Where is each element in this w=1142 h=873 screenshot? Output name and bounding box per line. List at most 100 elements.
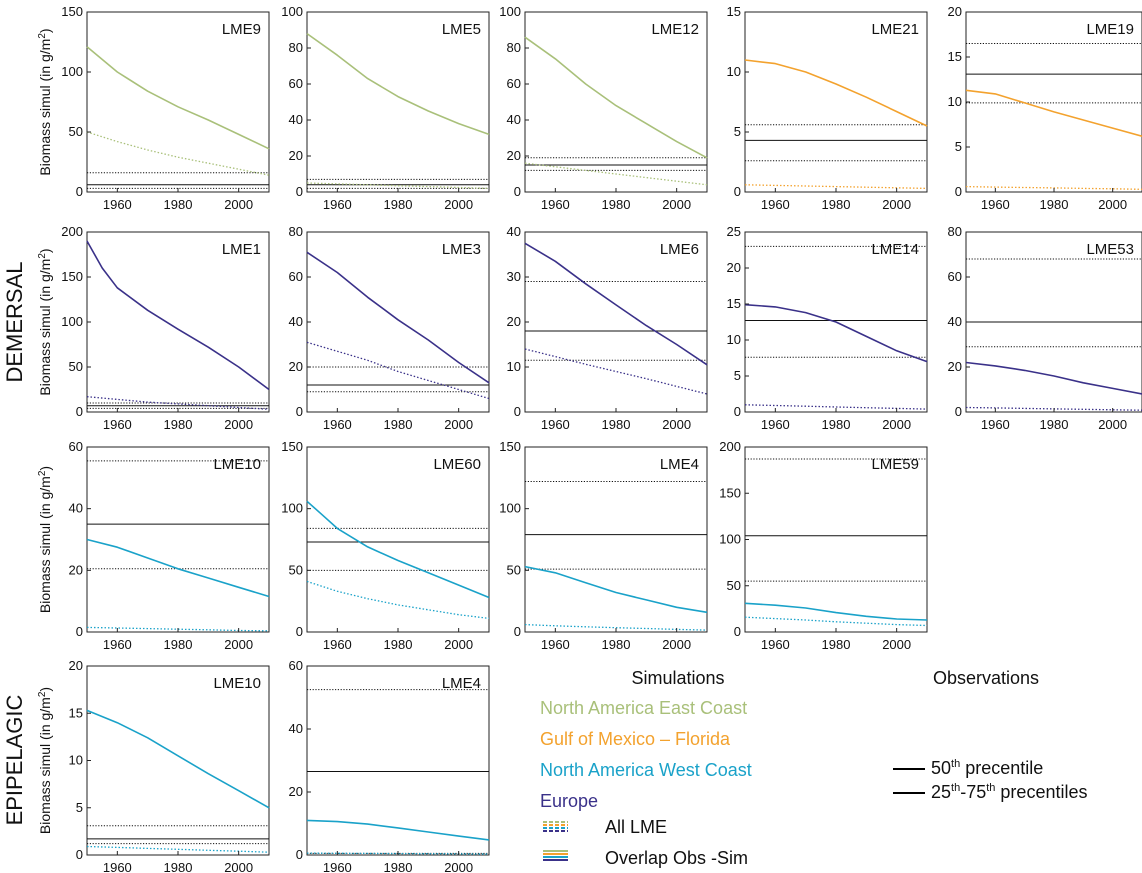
y-tick-label: 40 — [289, 721, 303, 736]
series-solid-line — [306, 819, 490, 841]
series-dotted-line — [744, 184, 928, 190]
y-tick-label: 20 — [289, 359, 303, 374]
y-tick-label: 15 — [727, 4, 741, 19]
series-dotted-line — [306, 182, 490, 190]
y-tick-label: 100 — [61, 64, 83, 79]
x-tick-label: 2000 — [224, 637, 253, 652]
series-solid-line — [965, 89, 1142, 137]
y-tick-label: 50 — [727, 578, 741, 593]
y-tick-label: 100 — [719, 532, 741, 547]
y-tick-label: 20 — [69, 658, 83, 673]
x-tick-label: 2000 — [882, 197, 911, 212]
legend-item-region: Gulf of Mexico – Florida — [540, 729, 731, 749]
y-tick-label: 10 — [507, 359, 521, 374]
panel-title: LME10 — [213, 675, 261, 692]
y-tick-label: 40 — [289, 112, 303, 127]
y-tick-label: 20 — [948, 359, 962, 374]
series-solid-line — [86, 240, 270, 391]
x-tick-label: 1960 — [541, 637, 570, 652]
y-tick-label: 0 — [76, 847, 83, 862]
x-tick-label: 1980 — [602, 197, 631, 212]
y-tick-label: 40 — [69, 501, 83, 516]
y-tick-label: 10 — [727, 64, 741, 79]
y-tick-label: 150 — [61, 4, 83, 19]
x-tick-label: 1960 — [323, 417, 352, 432]
y-tick-label: 20 — [507, 314, 521, 329]
series-solid-line — [744, 303, 928, 363]
x-tick-label: 1960 — [541, 197, 570, 212]
series-solid-line — [524, 565, 708, 614]
x-tick-label: 2000 — [444, 197, 473, 212]
panel-lme6-7: 0 10 20 30 40 1960 1980 2000 LME6 — [507, 224, 708, 432]
y-tick-label: 0 — [734, 624, 741, 639]
y-tick-label: 200 — [719, 439, 741, 454]
x-tick-label: 1960 — [103, 860, 132, 873]
y-tick-label: 60 — [289, 269, 303, 284]
x-tick-label: 1980 — [822, 637, 851, 652]
y-tick-label: 50 — [289, 562, 303, 577]
y-tick-label: 100 — [281, 4, 303, 19]
y-tick-label: 200 — [61, 224, 83, 239]
x-tick-label: 1980 — [164, 860, 193, 873]
panel-frame — [86, 446, 270, 633]
legend-all-lme-label: All LME — [605, 817, 667, 837]
y-tick-label: 100 — [281, 501, 303, 516]
y-axis-label: Biomass simul (in g/m2) — [37, 28, 53, 175]
panel-title: LME5 — [442, 21, 481, 38]
legend-overlap-label: Overlap Obs -Sim — [605, 848, 748, 868]
panel-lme14-8: 0 5 10 15 20 25 1960 1980 2000 LME14 — [727, 224, 928, 432]
x-tick-label: 2000 — [224, 417, 253, 432]
x-tick-label: 1960 — [761, 197, 790, 212]
x-tick-label: 1980 — [822, 417, 851, 432]
series-dotted-line — [306, 580, 490, 620]
y-tick-label: 80 — [507, 40, 521, 55]
panel-lme4-12: 0 50 100 150 1960 1980 2000 LME4 — [499, 439, 708, 652]
y-tick-label: 0 — [514, 184, 521, 199]
x-tick-label: 2000 — [224, 860, 253, 873]
panel-title: LME6 — [660, 241, 699, 258]
x-tick-label: 1960 — [103, 637, 132, 652]
panel-frame — [524, 446, 708, 633]
series-solid-line — [744, 602, 928, 621]
y-tick-label: 150 — [61, 269, 83, 284]
panel-lme4-15: 0 20 40 60 1960 1980 2000 LME4 — [289, 658, 490, 873]
y-tick-label: 60 — [69, 439, 83, 454]
x-tick-label: 2000 — [444, 860, 473, 873]
panel-frame — [86, 231, 270, 413]
panel-lme59-13: 0 50 100 150 200 1960 1980 2000 LME59 — [719, 439, 928, 652]
panel-lme1-5: 0 50 100 150 200 1960 1980 2000 LME1 Biomass simu… — [37, 224, 270, 432]
row-label: EPIPELAGIC — [2, 694, 27, 825]
y-tick-label: 100 — [61, 314, 83, 329]
x-tick-label: 1960 — [103, 417, 132, 432]
series-solid-line — [306, 32, 490, 136]
panel-lme10-14: 0 5 10 15 20 1960 1980 2000 LME10 Biomass simul (… — [37, 658, 270, 873]
y-tick-label: 5 — [955, 139, 962, 154]
y-tick-label: 40 — [507, 224, 521, 239]
x-tick-label: 1980 — [384, 417, 413, 432]
x-tick-label: 2000 — [882, 637, 911, 652]
series-dotted-line — [306, 341, 490, 400]
y-tick-label: 50 — [69, 124, 83, 139]
panel-title: LME10 — [213, 456, 261, 473]
y-tick-label: 150 — [281, 439, 303, 454]
series-solid-line — [524, 36, 708, 159]
series-dotted-line — [965, 185, 1142, 190]
series-dotted-line — [86, 396, 270, 410]
y-tick-label: 10 — [948, 94, 962, 109]
x-tick-label: 1960 — [323, 637, 352, 652]
panel-frame — [744, 11, 928, 193]
y-tick-label: 10 — [727, 332, 741, 347]
panel-lme12-2: 0 20 40 60 80 100 1960 1980 2000 LME12 — [499, 4, 708, 212]
y-axis-label: Biomass simul (in g/m2) — [37, 466, 53, 613]
y-tick-label: 0 — [514, 624, 521, 639]
x-tick-label: 1960 — [981, 197, 1010, 212]
y-tick-label: 5 — [734, 368, 741, 383]
legend-item-region: North America West Coast — [540, 760, 752, 780]
x-tick-label: 1980 — [164, 417, 193, 432]
panel-frame — [306, 665, 490, 856]
y-tick-label: 150 — [719, 485, 741, 500]
y-tick-label: 15 — [948, 49, 962, 64]
series-solid-line — [86, 538, 270, 598]
series-solid-line — [306, 500, 490, 599]
x-tick-label: 1980 — [1040, 417, 1069, 432]
